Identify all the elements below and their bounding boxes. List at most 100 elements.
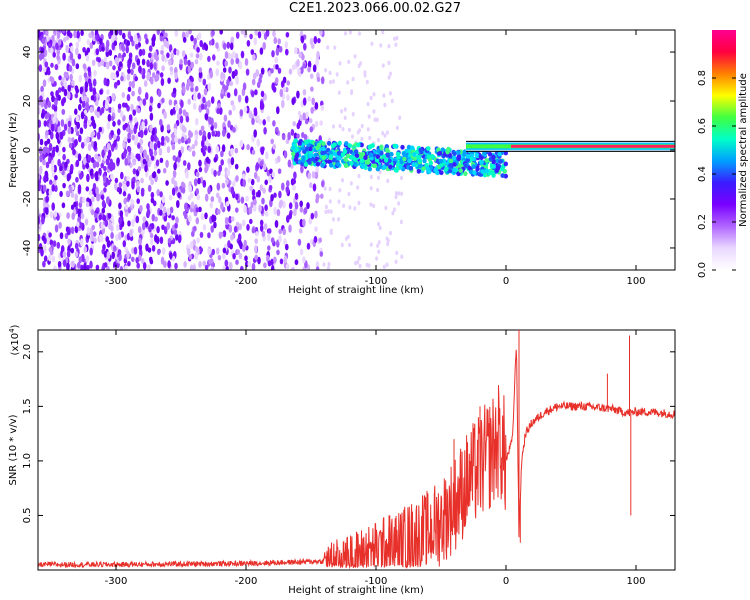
- spectrogram-cell: [104, 181, 108, 188]
- spectrogram-cell: [93, 69, 97, 77]
- spectrogram-cell: [303, 133, 308, 141]
- spectrogram-cell: [193, 93, 197, 102]
- spectrogram-cell: [211, 214, 215, 223]
- spectrogram-cell: [169, 66, 174, 72]
- spectrogram-cell: [239, 139, 244, 148]
- spectrogram-cell: [66, 30, 71, 37]
- spectrogram-cell: [187, 98, 191, 105]
- spectrogram-cell: [131, 219, 135, 228]
- spectrogram-cell: [316, 51, 320, 60]
- spectrogram-cell: [39, 95, 43, 101]
- spectrogram-cell: [195, 188, 199, 196]
- spectrogram-cell: [172, 169, 177, 178]
- spectrogram-cell: [226, 132, 231, 139]
- spectrogram-cell: [39, 148, 43, 155]
- spectrogram-cell: [94, 153, 98, 160]
- spectrogram-cell: [315, 193, 320, 202]
- spectrogram-cell: [73, 30, 77, 39]
- spectrogram-cell: [103, 165, 107, 172]
- spectrogram-cell: [294, 152, 300, 158]
- spectrogram-cell: [230, 36, 235, 43]
- spectrogram-cell: [71, 260, 75, 268]
- spectrogram-cell: [265, 30, 270, 37]
- spectrogram-cell: [70, 163, 74, 172]
- spectrogram-cell: [360, 136, 364, 142]
- spectrogram-cell: [84, 218, 89, 226]
- spectrogram-cell: [54, 224, 59, 233]
- spectrogram-cell: [108, 221, 112, 230]
- spectrogram-cell: [321, 141, 326, 147]
- spectrogram-cell: [302, 218, 306, 227]
- spectrogram-cell: [163, 215, 168, 222]
- spectrogram-cell: [337, 90, 341, 95]
- spectrogram-cell: [43, 175, 47, 183]
- spectrogram-cell: [68, 142, 73, 149]
- spectrogram-cell: [227, 120, 231, 128]
- spectrogram-cell: [92, 161, 97, 169]
- spectrogram-cell: [83, 72, 88, 79]
- spectrogram-cell: [116, 157, 120, 164]
- spectrogram-cell: [197, 177, 201, 185]
- spectrogram-cell: [284, 41, 289, 49]
- spectrogram-cell: [359, 61, 363, 66]
- spectrogram-cell: [80, 264, 84, 270]
- spectrogram-cell: [209, 202, 214, 209]
- spectrogram-cell: [281, 134, 286, 141]
- spectrogram-cell: [337, 217, 341, 222]
- spectrogram-cell: [160, 77, 165, 87]
- spectrogram-cell: [332, 124, 335, 129]
- spectrogram-cell: [181, 187, 186, 194]
- spectrogram-cell: [42, 79, 47, 88]
- spectrogram-cell: [311, 97, 316, 106]
- spectrogram-cell: [216, 108, 220, 115]
- spectrogram-cell: [92, 231, 97, 237]
- spectrogram-cell: [129, 35, 134, 43]
- spectrogram-cell: [479, 155, 484, 161]
- spectrogram-cell: [309, 126, 314, 133]
- spectrogram-cell: [83, 95, 88, 102]
- snr-frame: [37, 329, 676, 571]
- spectrogram-cell: [165, 159, 169, 168]
- spectrogram-cell: [151, 72, 156, 79]
- spectrogram-cell: [80, 212, 85, 220]
- spectrogram-cell: [88, 32, 92, 39]
- spectrogram-cell: [291, 145, 296, 151]
- spectrogram-cell: [130, 152, 134, 160]
- spectrogram-cell: [230, 216, 235, 222]
- spectrogram-cell: [411, 162, 416, 167]
- spectrogram-cell: [321, 155, 327, 161]
- spectrogram-cell: [308, 118, 313, 124]
- spectrogram-cell: [161, 54, 165, 62]
- spectrogram-cell: [243, 106, 248, 113]
- spectrogram-cell: [220, 202, 224, 211]
- spectrogram-cell: [129, 229, 133, 238]
- spectrogram-cell: [99, 38, 103, 45]
- spectrogram-cell: [86, 264, 90, 270]
- spectrogram-cell: [264, 179, 269, 186]
- spectrogram-cell: [42, 146, 47, 155]
- spectrogram-cell: [347, 191, 351, 197]
- spectrogram-cell: [298, 228, 303, 234]
- spectrogram-cell: [274, 56, 279, 64]
- spectrogram-cell: [275, 47, 280, 56]
- spectrogram-cell: [193, 225, 197, 232]
- spectrogram-cell: [254, 245, 258, 254]
- spectrogram-cell: [346, 80, 350, 85]
- spectrogram-cell: [185, 82, 190, 91]
- spectrogram-cell: [307, 60, 312, 69]
- spectrogram-cell: [159, 35, 164, 42]
- spectrogram-cell: [279, 258, 284, 265]
- spectrogram-cell: [114, 177, 119, 184]
- spectrogram-cell: [356, 142, 361, 148]
- spectrogram-cell: [394, 194, 398, 200]
- spectrogram-cell: [100, 235, 104, 243]
- x-tick-label: -100: [365, 576, 388, 587]
- spectrogram-cell: [379, 144, 384, 150]
- spectrogram-cell: [315, 266, 320, 270]
- spectrogram-cell: [382, 264, 386, 269]
- spectrogram-cell: [278, 190, 282, 199]
- spectrogram-cell: [387, 44, 391, 49]
- spectrogram-cell: [41, 37, 46, 45]
- spectrogram-cell: [410, 145, 415, 151]
- spectrogram-cell: [333, 45, 337, 50]
